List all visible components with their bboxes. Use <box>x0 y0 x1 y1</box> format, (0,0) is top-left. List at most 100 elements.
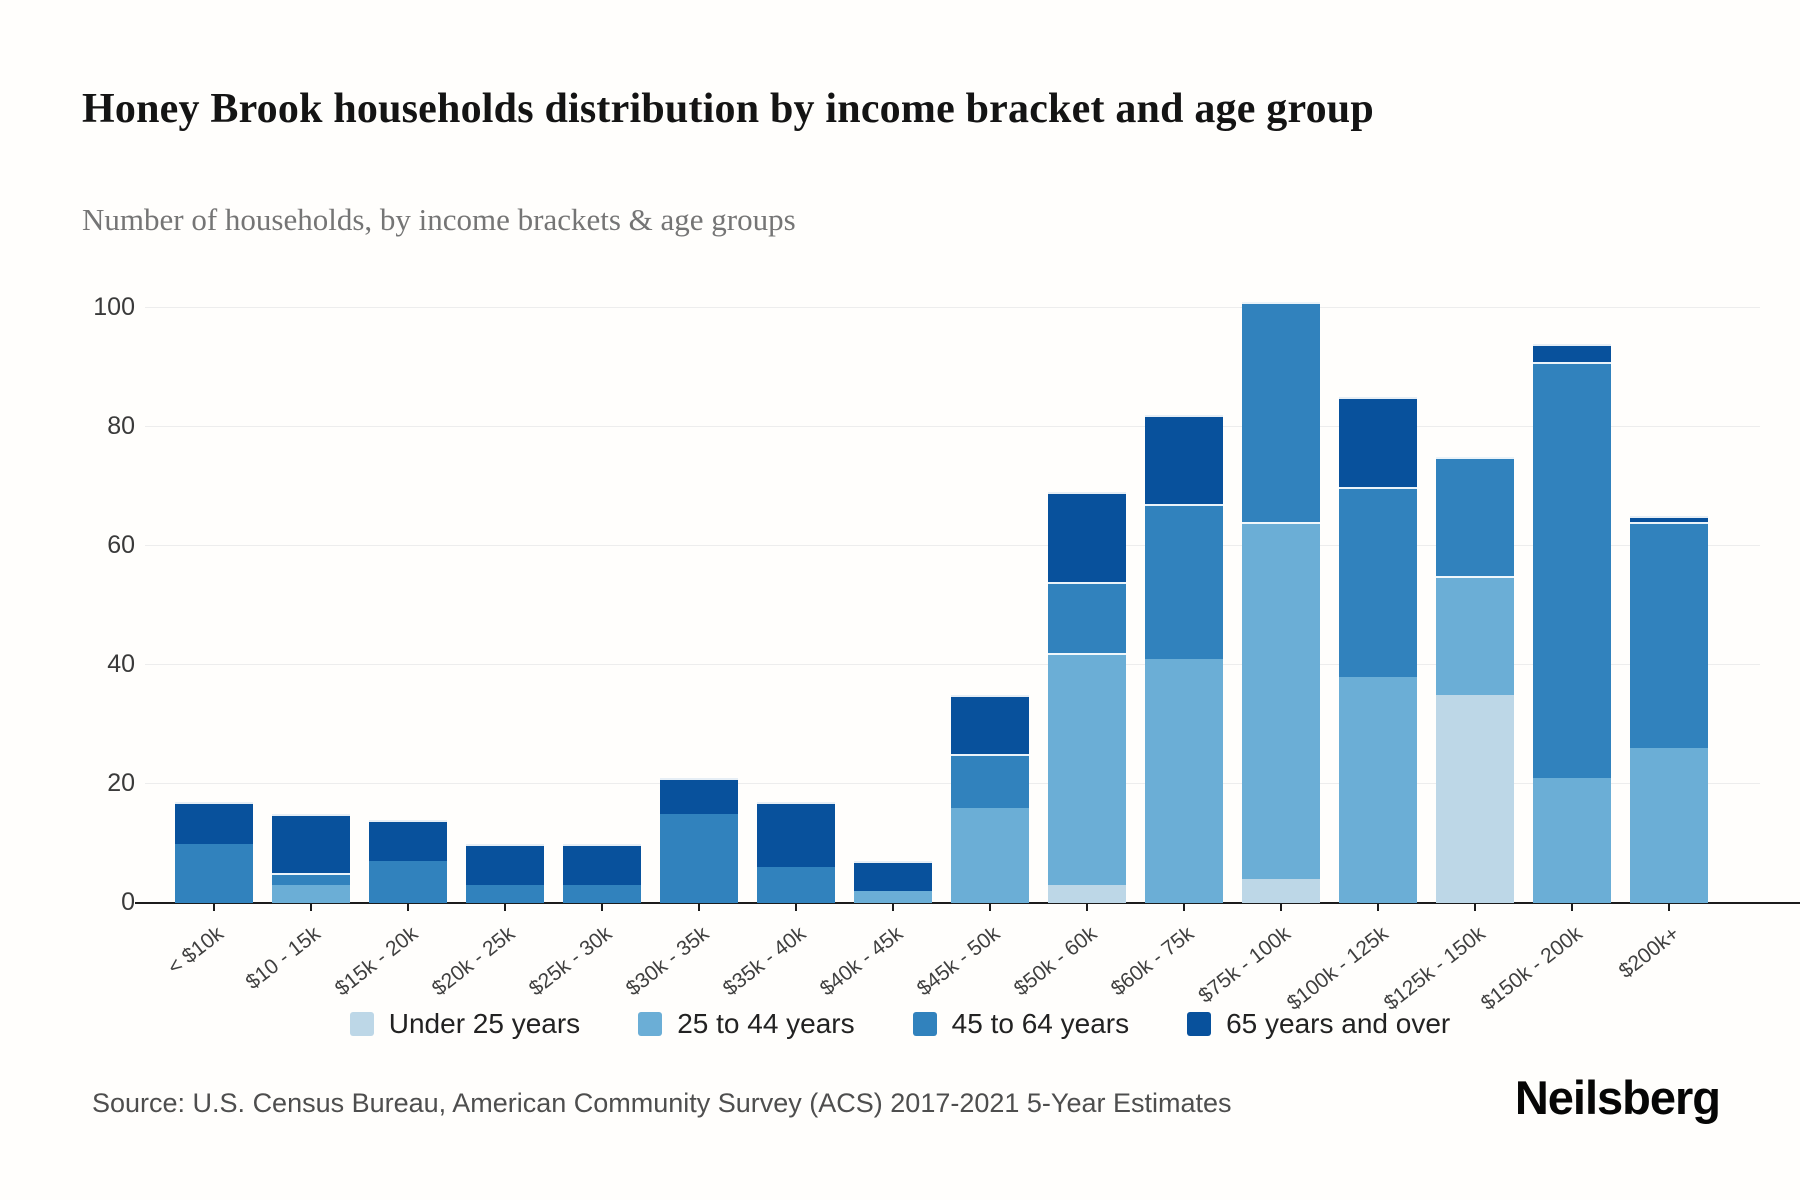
axis-tick <box>1668 903 1670 911</box>
bar-segment <box>660 778 738 814</box>
x-tick-label: $100k - 125k <box>1282 922 1393 1015</box>
bar-segment <box>1048 885 1126 903</box>
grid-line <box>145 664 1760 665</box>
grid-line <box>145 545 1760 546</box>
bar-segment <box>1242 302 1320 523</box>
x-tick-label: $35k - 40k <box>718 922 811 1001</box>
legend-swatch-icon <box>638 1012 663 1036</box>
axis-tick <box>1280 903 1282 911</box>
bar <box>1533 343 1611 903</box>
y-tick-label: 100 <box>93 293 135 321</box>
bar-segment <box>1436 694 1514 903</box>
axis-tick <box>504 903 506 911</box>
x-tick-label: $20k - 25k <box>427 922 520 1001</box>
legend-swatch-icon <box>912 1012 937 1036</box>
x-tick-label: $45k - 50k <box>912 922 1005 1001</box>
bar-segment <box>175 843 253 903</box>
bar <box>1436 456 1514 903</box>
bar-segment <box>854 891 932 903</box>
x-tick-label: $125k - 150k <box>1379 922 1490 1015</box>
x-tick-label: $75k - 100k <box>1194 922 1296 1008</box>
legend-item: Under 25 years <box>349 1008 581 1040</box>
bar-segment <box>660 813 738 903</box>
bar-segment <box>1630 522 1708 749</box>
bar-segment <box>854 861 932 892</box>
bar-segment <box>1242 879 1320 903</box>
legend-item: 45 to 64 years <box>912 1008 1129 1040</box>
bar-segment <box>1145 415 1223 505</box>
x-tick-label: $40k - 45k <box>815 922 908 1001</box>
axis-tick <box>407 903 409 911</box>
bar-segment <box>1145 659 1223 903</box>
bar-segment <box>272 813 350 874</box>
bar-segment <box>563 843 641 886</box>
y-tick-label: 80 <box>107 412 135 440</box>
bar <box>1242 302 1320 903</box>
bar-segment <box>1339 397 1417 487</box>
y-tick-label: 20 <box>107 769 135 797</box>
bar <box>660 778 738 903</box>
axis-tick <box>892 903 894 911</box>
axis-tick <box>1086 903 1088 911</box>
bar-segment <box>1242 522 1320 880</box>
bar <box>1048 492 1126 903</box>
axis-tick <box>795 903 797 911</box>
bar <box>1630 516 1708 903</box>
legend-label: 25 to 44 years <box>677 1008 855 1039</box>
axis-tick <box>1377 903 1379 911</box>
bar-segment <box>272 873 350 886</box>
bar <box>466 843 544 903</box>
bar <box>1339 397 1417 903</box>
axis-tick <box>1183 903 1185 911</box>
x-tick-label: $10 - 15k <box>241 922 326 995</box>
bar-segment <box>951 754 1029 808</box>
axis-tick <box>1571 903 1573 911</box>
page-title: Honey Brook households distribution by i… <box>82 86 1374 133</box>
x-tick-label: $150k - 200k <box>1476 922 1587 1015</box>
legend-item: 25 to 44 years <box>638 1008 855 1040</box>
y-tick-label: 0 <box>121 888 135 916</box>
bar-chart-plot-area <box>135 290 1800 904</box>
bar-segment <box>757 801 835 868</box>
bar-segment <box>757 867 835 903</box>
bar <box>369 819 447 903</box>
x-tick-label: $30k - 35k <box>621 922 714 1001</box>
grid-line <box>145 426 1760 427</box>
legend-label: Under 25 years <box>388 1008 581 1039</box>
source-text: Source: U.S. Census Bureau, American Com… <box>92 1088 1232 1118</box>
bar-segment <box>175 801 253 844</box>
legend-item: 65 years and over <box>1187 1008 1450 1040</box>
bar <box>757 801 835 903</box>
x-tick-label: $50k - 60k <box>1009 922 1102 1001</box>
bar <box>951 694 1029 903</box>
bar-segment <box>951 694 1029 755</box>
legend-swatch-icon <box>349 1012 374 1036</box>
y-tick-label: 40 <box>107 650 135 678</box>
x-axis-line <box>135 902 1800 904</box>
bar-segment <box>369 861 447 903</box>
bar-segment <box>466 885 544 903</box>
bar-segment <box>563 885 641 903</box>
bar <box>175 801 253 903</box>
axis-tick <box>1474 903 1476 911</box>
legend-label: 65 years and over <box>1226 1008 1451 1039</box>
bar-segment <box>1630 516 1708 523</box>
page-subtitle: Number of households, by income brackets… <box>82 202 796 237</box>
x-tick-label: $25k - 30k <box>524 922 617 1001</box>
bar-segment <box>1533 361 1611 779</box>
bar <box>854 861 932 903</box>
bar-segment <box>1630 748 1708 903</box>
x-tick-label: $15k - 20k <box>330 922 423 1001</box>
bar-segment <box>1048 492 1126 582</box>
axis-tick <box>213 903 215 911</box>
legend-swatch-icon <box>1187 1012 1212 1036</box>
axis-tick <box>601 903 603 911</box>
neilsberg-logo: Neilsberg <box>1514 1071 1721 1124</box>
bar-segment <box>1533 778 1611 903</box>
bar-segment <box>1339 676 1417 903</box>
bar-segment <box>1339 486 1417 677</box>
axis-tick <box>310 903 312 911</box>
bar-segment <box>1048 653 1126 886</box>
bar-segment <box>1436 456 1514 576</box>
chart-legend: Under 25 years 25 to 44 years 45 to 64 yea… <box>0 1008 1800 1040</box>
